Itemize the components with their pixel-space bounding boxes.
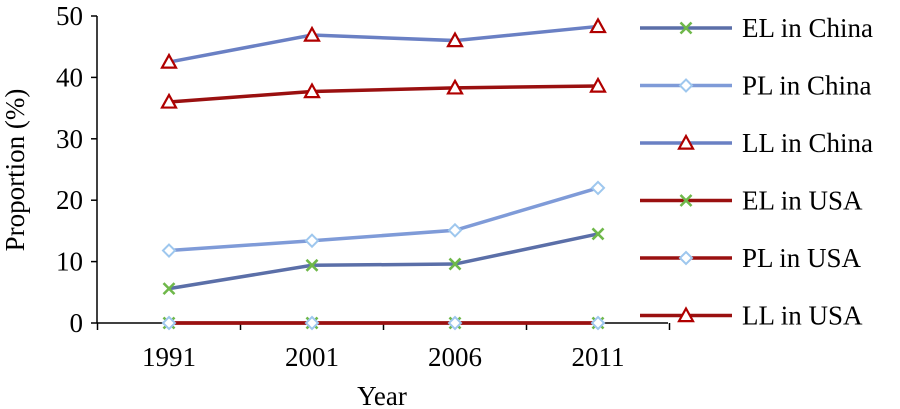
data-point bbox=[589, 76, 607, 93]
data-point bbox=[589, 17, 607, 34]
legend-item: EL in USA bbox=[640, 186, 863, 216]
data-point bbox=[448, 257, 462, 271]
legend-item: LL in China bbox=[640, 128, 873, 158]
series-line bbox=[168, 186, 599, 253]
legend-marker bbox=[679, 21, 693, 35]
data-point bbox=[590, 180, 606, 196]
data-point bbox=[160, 52, 178, 69]
series-4 bbox=[161, 315, 606, 331]
data-point bbox=[446, 31, 464, 48]
data-point bbox=[305, 258, 319, 272]
legend-item: PL in USA bbox=[640, 243, 862, 273]
data-point bbox=[446, 78, 464, 95]
x-tick-label: 1991 bbox=[142, 342, 196, 372]
legend-label: PL in USA bbox=[742, 243, 862, 273]
legend-item: EL in China bbox=[640, 13, 873, 43]
legend-marker bbox=[678, 250, 694, 266]
legend-item: PL in China bbox=[640, 71, 872, 101]
series-2 bbox=[160, 17, 607, 69]
data-point bbox=[447, 315, 463, 331]
series-5 bbox=[160, 76, 607, 109]
y-tick-label: 20 bbox=[56, 185, 83, 215]
legend-label: LL in China bbox=[742, 128, 873, 158]
y-tick-label: 0 bbox=[70, 308, 84, 338]
data-point bbox=[162, 282, 176, 296]
series-line bbox=[168, 84, 599, 104]
data-point bbox=[447, 222, 463, 238]
legend-label: LL in USA bbox=[742, 301, 863, 331]
legend-marker bbox=[677, 306, 695, 323]
x-tick-label: 2011 bbox=[572, 342, 625, 372]
x-axis-label: Year bbox=[357, 381, 407, 409]
legend-label: EL in China bbox=[742, 13, 873, 43]
y-tick-label: 40 bbox=[56, 62, 83, 92]
legend-marker bbox=[677, 133, 695, 150]
series-layer bbox=[160, 17, 607, 331]
data-point bbox=[303, 25, 321, 42]
legend-item: LL in USA bbox=[640, 301, 863, 331]
data-point bbox=[161, 315, 177, 331]
y-tick-label: 30 bbox=[56, 124, 83, 154]
legend-marker bbox=[679, 194, 693, 207]
series-0 bbox=[162, 227, 605, 296]
series-line bbox=[168, 24, 599, 64]
data-point bbox=[304, 233, 320, 249]
legend-marker bbox=[678, 78, 694, 93]
data-point bbox=[590, 315, 606, 331]
legend-label: PL in China bbox=[742, 71, 872, 101]
data-point bbox=[303, 82, 321, 99]
x-tick-label: 2006 bbox=[428, 342, 482, 372]
legend-label: EL in USA bbox=[742, 186, 863, 216]
data-point bbox=[304, 315, 320, 331]
y-axis-label: Proportion (%) bbox=[0, 89, 30, 252]
x-tick-label: 2001 bbox=[285, 342, 339, 372]
data-point bbox=[591, 227, 605, 241]
series-1 bbox=[161, 180, 606, 258]
y-tick-label: 50 bbox=[56, 1, 83, 31]
data-point bbox=[160, 92, 178, 109]
series-line bbox=[168, 232, 599, 291]
y-tick-label: 10 bbox=[56, 247, 83, 277]
legend: EL in China PL in China LL in China EL in U… bbox=[640, 13, 873, 331]
data-point bbox=[161, 243, 177, 258]
axes: 0 10 20 30 40 50 1991 2001 2006 2011 bbox=[56, 1, 671, 372]
